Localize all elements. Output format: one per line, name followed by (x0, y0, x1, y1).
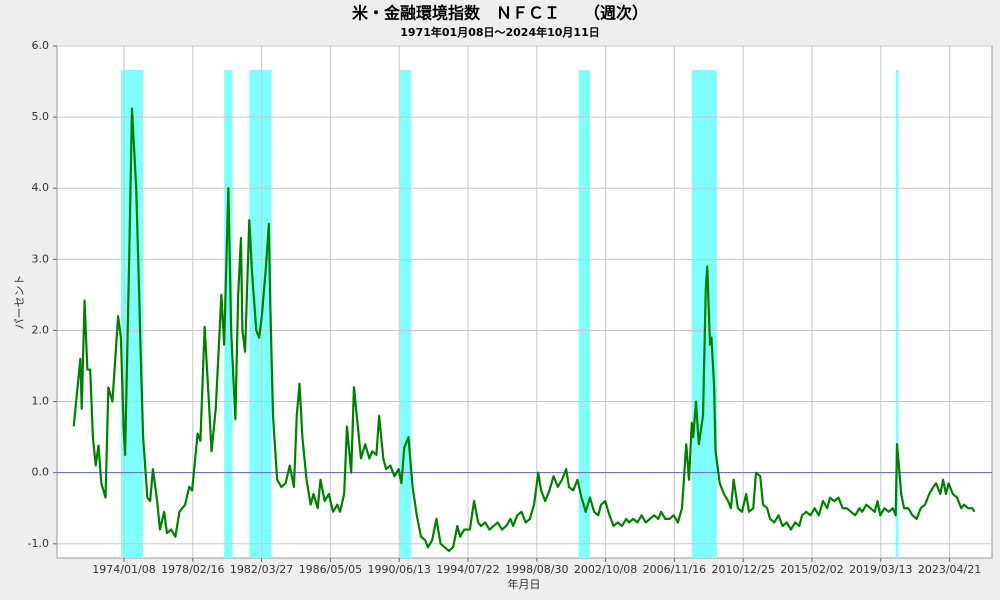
x-tick-label: 1986/05/05 (299, 563, 362, 576)
shaded-period (578, 70, 590, 558)
x-tick-label: 2010/12/25 (711, 563, 774, 576)
y-tick-label: 5.0 (32, 110, 50, 123)
x-tick-label: 2002/10/08 (574, 563, 637, 576)
x-tick-label: 2023/04/21 (918, 563, 981, 576)
chart-title: 米・金融環境指数 ＮＦＣＩ （週次） (352, 4, 648, 23)
x-tick-label: 1990/06/13 (367, 563, 430, 576)
y-tick-label: 0.0 (32, 466, 50, 479)
shaded-period (400, 70, 412, 558)
y-axis-label: パーセント (13, 275, 26, 330)
y-tick-label: 3.0 (32, 252, 50, 265)
y-tick-label: -1.0 (28, 537, 49, 550)
shaded-period (224, 70, 233, 558)
x-tick-label: 1978/02/16 (161, 563, 224, 576)
shaded-period (249, 70, 272, 558)
x-tick-label: 2019/03/13 (849, 563, 912, 576)
shaded-period (895, 70, 899, 558)
x-axis-label: 年月日 (508, 577, 541, 591)
y-tick-label: 2.0 (32, 323, 50, 336)
plot-area (56, 45, 993, 559)
x-tick-label: 1974/01/08 (92, 563, 155, 576)
x-tick-label: 1994/07/22 (436, 563, 499, 576)
x-tick-label: 2006/11/16 (643, 563, 706, 576)
x-tick-label: 2015/02/02 (780, 563, 843, 576)
y-tick-label: 4.0 (32, 181, 50, 194)
x-tick-label: 1998/08/30 (505, 563, 568, 576)
data-line (72, 107, 976, 552)
x-tick-label: 1982/03/27 (230, 563, 293, 576)
y-tick-label: 1.0 (32, 395, 50, 408)
chart-subtitle: 1971年01月08日～2024年10月11日 (400, 25, 599, 39)
y-tick-label: 6.0 (32, 39, 50, 52)
